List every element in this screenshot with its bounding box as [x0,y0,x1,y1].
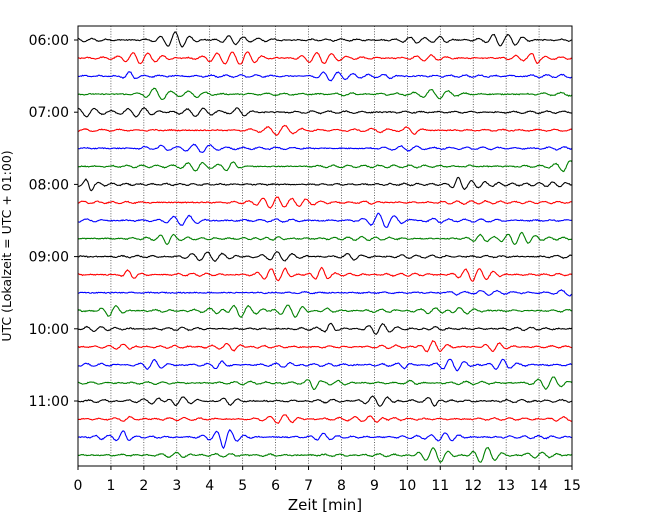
x-axis: 0 1 2 3 4 5 6 7 8 9 10 11 12 13 14 15 [74,466,581,494]
plot-frame [77,25,573,467]
seismogram-trace [77,51,573,65]
seismogram-trace [77,87,573,101]
x-tick-label: 0 [74,478,83,494]
y-axis-label: UTC (Lokalzeit = UTC + 01:00) [0,150,14,341]
y-tick-label: 06:00 [29,33,69,49]
grid-lines [110,26,540,466]
x-tick-label: 2 [139,478,148,494]
x-tick-label: 11 [431,478,449,494]
seismogram-trace [77,446,573,463]
seismogram-trace [78,212,573,228]
seismogram-trace [77,124,573,136]
seismogram-trace [77,176,573,192]
x-axis-label: Zeit [min] [288,496,362,514]
y-tick-label: 08:00 [29,177,69,193]
x-tick-label: 9 [370,478,379,494]
seismogram-trace [77,143,573,153]
x-tick-label: 3 [172,478,181,494]
seismogram-trace [77,71,573,82]
seismogram-trace [77,31,573,48]
traces [77,31,573,463]
y-tick-label: 10:00 [29,322,69,338]
x-tick-label: 5 [238,478,247,494]
x-tick-label: 13 [497,478,515,494]
x-tick-label: 14 [530,478,548,494]
seismogram-trace [77,414,573,424]
x-tick-label: 12 [464,478,482,494]
seismogram-trace [77,160,573,173]
y-tick-label: 07:00 [29,105,69,121]
seismogram-trace [77,376,573,390]
seismogram-trace [77,428,573,450]
x-tick-label: 6 [271,478,280,494]
seismogram-trace [77,196,573,209]
x-tick-label: 1 [106,478,115,494]
seismogram-trace [77,251,573,262]
x-tick-label: 15 [563,478,581,494]
seismogram-trace [77,395,573,407]
y-tick-label: 11:00 [29,394,69,410]
seismogram-trace [77,304,573,319]
seismogram-trace [77,231,573,246]
seismogram-trace [77,106,573,118]
seismogram-trace [77,340,573,353]
y-axis: 06:00 07:00 08:00 09:00 10:00 11:00 [29,33,78,410]
x-tick-label: 8 [337,478,346,494]
seismogram-trace [77,266,573,282]
x-tick-label: 4 [205,478,214,494]
seismogram-trace [77,289,573,297]
seismogram-trace [77,358,573,372]
seismogram-trace [77,322,573,335]
y-tick-label: 09:00 [29,250,69,266]
plot-background [78,26,572,466]
x-tick-label: 7 [304,478,313,494]
x-tick-label: 10 [398,478,416,494]
